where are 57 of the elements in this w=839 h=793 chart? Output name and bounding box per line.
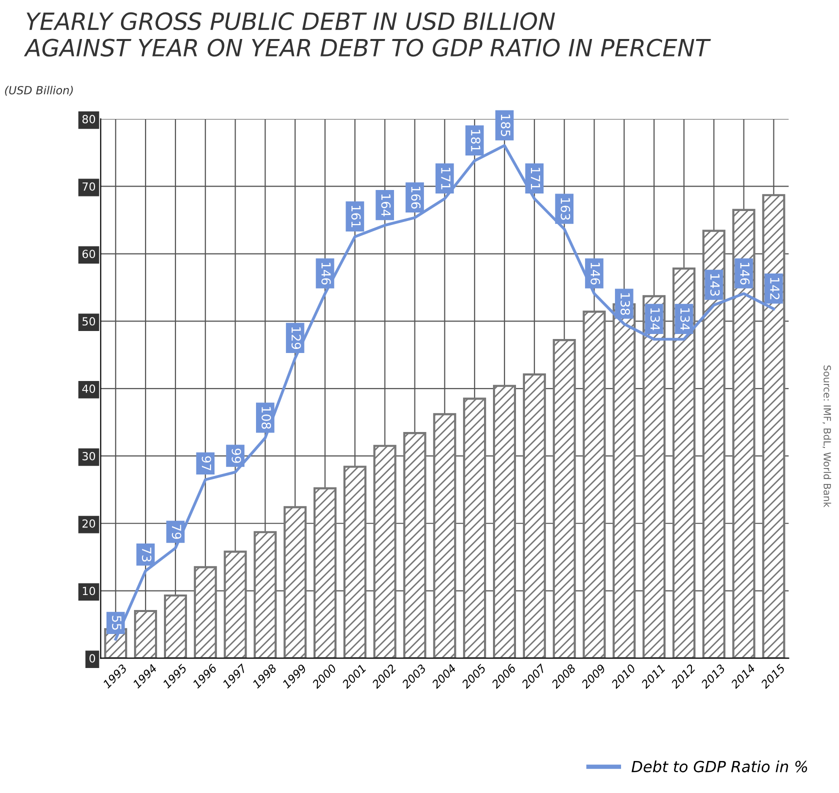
bar bbox=[134, 610, 158, 658]
bar bbox=[582, 310, 606, 658]
bar bbox=[314, 487, 337, 658]
y-tick-label: 10 bbox=[82, 586, 96, 596]
data-label: 134 bbox=[650, 308, 660, 330]
data-label: 146 bbox=[590, 262, 600, 285]
bar bbox=[492, 384, 516, 658]
bar bbox=[672, 268, 696, 658]
data-label: 146 bbox=[321, 262, 331, 285]
data-label: 138 bbox=[620, 293, 630, 315]
y-tick-label: 50 bbox=[82, 317, 96, 326]
legend-label: Debt to GDP Ratio in % bbox=[632, 760, 808, 772]
bar bbox=[373, 444, 396, 658]
bar bbox=[164, 594, 187, 658]
y-tick-label: 20 bbox=[82, 519, 96, 528]
bar bbox=[552, 338, 576, 658]
data-label: 171 bbox=[530, 168, 540, 190]
data-label: 166 bbox=[411, 186, 421, 209]
bar bbox=[254, 531, 277, 658]
data-label: 134 bbox=[680, 308, 690, 330]
y-tick-label: 60 bbox=[82, 250, 96, 258]
bar bbox=[642, 295, 666, 658]
bar bbox=[522, 373, 546, 658]
data-label: 55 bbox=[112, 616, 122, 630]
bar bbox=[762, 194, 786, 658]
data-label: 129 bbox=[291, 327, 301, 349]
chart-title: YEARLY GROSS PUBLIC DEBT IN USD BILLION AGAINST YEAR ON YEAR DEBT TO GDP RATIO IN PERCENT bbox=[24, 12, 711, 57]
y-tick-label: 40 bbox=[82, 384, 96, 393]
bar bbox=[702, 230, 726, 658]
bar bbox=[732, 208, 756, 658]
bar bbox=[463, 398, 486, 658]
data-label: 164 bbox=[381, 194, 391, 216]
data-label: 143 bbox=[710, 274, 720, 296]
data-label: 163 bbox=[560, 198, 570, 220]
bar bbox=[433, 413, 456, 658]
source-note: Source: IMF, BdL, World Bank bbox=[822, 365, 832, 508]
bar bbox=[224, 550, 247, 658]
data-label: 79 bbox=[172, 524, 182, 539]
bar bbox=[194, 566, 217, 658]
data-label: 73 bbox=[142, 548, 152, 562]
bar bbox=[284, 506, 307, 658]
data-label: 181 bbox=[470, 130, 480, 152]
data-label: 185 bbox=[500, 114, 510, 136]
bar bbox=[343, 466, 366, 658]
bar bbox=[403, 432, 426, 658]
y-tick-label: 30 bbox=[82, 452, 96, 460]
y-tick-label: 0 bbox=[89, 654, 96, 663]
data-label: 146 bbox=[740, 262, 750, 285]
data-label: 161 bbox=[351, 206, 361, 228]
data-label: 99 bbox=[232, 448, 242, 463]
data-label: 108 bbox=[262, 407, 272, 429]
data-label: 171 bbox=[441, 168, 450, 190]
y-axis-title: (USD Billion) bbox=[5, 86, 73, 96]
data-label: 142 bbox=[770, 278, 780, 300]
y-tick-label: 80 bbox=[82, 114, 96, 124]
y-tick-label: 70 bbox=[82, 182, 96, 191]
data-label: 97 bbox=[202, 456, 212, 470]
